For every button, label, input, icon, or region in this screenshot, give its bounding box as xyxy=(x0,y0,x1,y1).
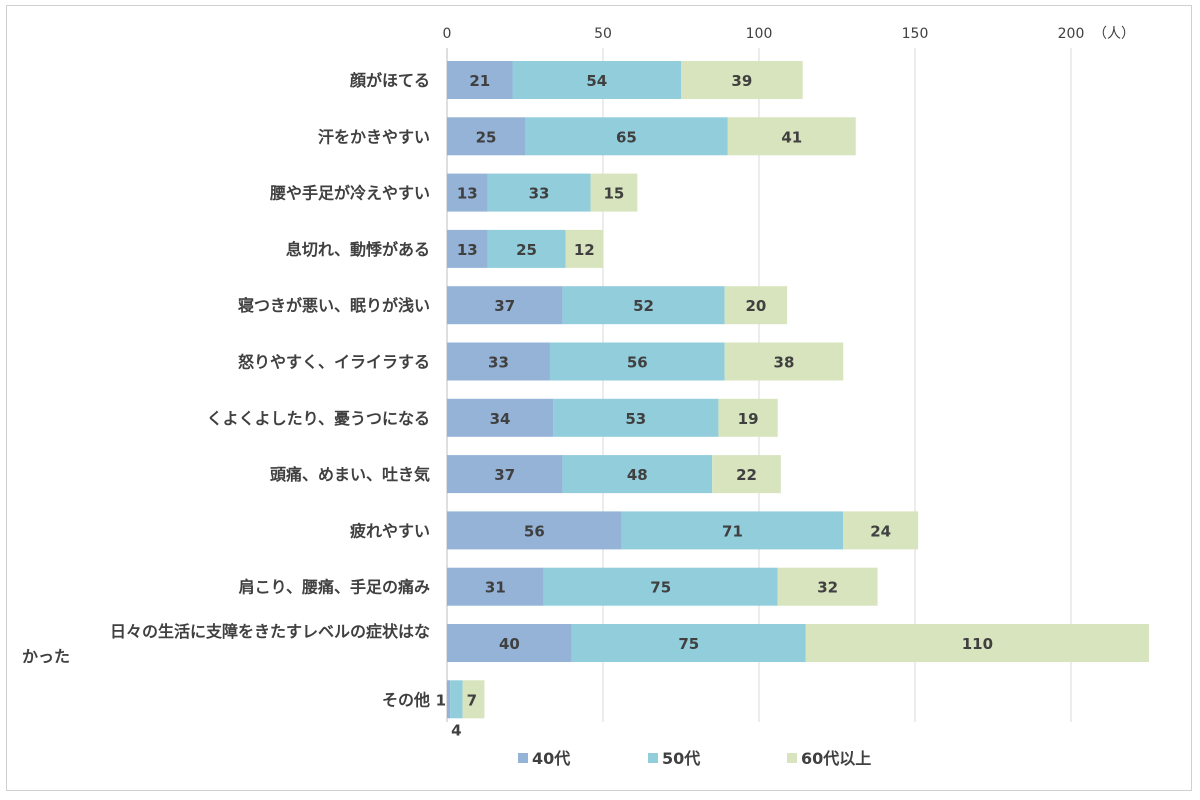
data-label: 21 xyxy=(469,72,490,90)
bar-60s-plus xyxy=(462,680,485,719)
data-label: 75 xyxy=(678,635,699,653)
bar-50s xyxy=(549,342,725,381)
data-label: 22 xyxy=(736,466,757,484)
bar-50s xyxy=(553,398,719,437)
bar-50s xyxy=(487,173,591,212)
data-label: 41 xyxy=(781,128,802,146)
bar-50s xyxy=(621,511,844,550)
category-label: 汗をかきやすい xyxy=(318,127,430,146)
bar-40s xyxy=(447,398,554,437)
data-label: 56 xyxy=(524,522,545,540)
x-tick-label: 50 xyxy=(594,26,612,42)
data-label: 52 xyxy=(633,297,654,315)
data-label: 25 xyxy=(516,241,537,259)
category-label: 怒りやすく、イライラする xyxy=(238,353,430,372)
bar-60s-plus xyxy=(712,455,781,494)
data-label: 110 xyxy=(962,635,993,653)
data-label: 39 xyxy=(731,72,752,90)
bar-60s-plus xyxy=(590,173,638,212)
bar-50s xyxy=(450,680,463,719)
data-label: 37 xyxy=(494,466,515,484)
bar-40s xyxy=(447,342,550,381)
bar-50s xyxy=(543,567,778,606)
data-label: 13 xyxy=(457,241,478,259)
data-label: 38 xyxy=(774,354,795,372)
data-label: 75 xyxy=(650,579,671,597)
x-tick-label: 0 xyxy=(443,26,452,42)
category-label: 疲れやすい xyxy=(350,521,430,540)
bar-50s xyxy=(562,286,725,325)
data-label: 4 xyxy=(451,721,461,739)
data-label: 31 xyxy=(485,579,506,597)
legend-label: 50代 xyxy=(662,749,700,768)
bar-40s xyxy=(447,680,451,719)
data-label: 65 xyxy=(616,128,637,146)
bar-60s-plus xyxy=(724,286,788,325)
bar-50s xyxy=(487,229,566,268)
bar-60s-plus xyxy=(718,398,778,437)
category-label: 顔がほてる xyxy=(349,71,430,90)
bar-60s-plus xyxy=(724,342,844,381)
category-label-cont: かった xyxy=(22,647,70,666)
data-label: 34 xyxy=(490,410,511,428)
data-label: 20 xyxy=(745,297,766,315)
data-label: 12 xyxy=(574,241,595,259)
unit-label: （人） xyxy=(1093,26,1135,42)
bar-40s xyxy=(447,117,525,156)
bar-40s xyxy=(447,61,513,99)
data-label: 71 xyxy=(722,522,743,540)
legend-swatch xyxy=(518,753,528,763)
x-tick-label: 100 xyxy=(746,26,773,42)
data-label: 54 xyxy=(586,72,607,90)
data-label: 32 xyxy=(817,579,838,597)
data-label: 33 xyxy=(529,185,550,203)
category-label: 腰や手足が冷えやすい xyxy=(270,184,430,203)
data-label: 40 xyxy=(499,635,520,653)
data-label: 24 xyxy=(870,522,891,540)
category-label: 息切れ、動悸がある xyxy=(286,240,430,259)
data-label: 13 xyxy=(457,185,478,203)
category-label: 日々の生活に支障をきたすレベルの症状はな xyxy=(110,622,430,641)
data-label: 53 xyxy=(625,410,646,428)
data-label: 37 xyxy=(494,297,515,315)
x-tick-label: 200 xyxy=(1058,26,1085,42)
bar-60s-plus xyxy=(727,117,856,156)
legend-label: 40代 xyxy=(532,749,570,768)
bar-50s xyxy=(512,61,681,99)
data-label: 19 xyxy=(738,410,759,428)
data-label: 15 xyxy=(603,185,624,203)
legend-swatch xyxy=(787,753,797,763)
data-label: 56 xyxy=(627,354,648,372)
category-label: 肩こり、腰痛、手足の痛み xyxy=(239,578,430,597)
bar-60s-plus xyxy=(843,511,919,550)
data-label: 33 xyxy=(488,354,509,372)
bar-50s xyxy=(562,455,713,494)
category-label: 頭痛、めまい、吐き気 xyxy=(270,465,430,484)
data-label: 25 xyxy=(476,128,497,146)
bar-50s xyxy=(571,624,806,662)
data-label: 1 xyxy=(436,691,446,709)
bar-60s-plus xyxy=(777,567,878,606)
bar-40s xyxy=(447,567,544,606)
bar-50s xyxy=(525,117,728,156)
bar-40s xyxy=(447,511,622,550)
bar-60s-plus xyxy=(565,229,603,268)
bar-40s xyxy=(447,455,563,494)
data-label: 7 xyxy=(467,691,477,709)
data-label: 48 xyxy=(627,466,648,484)
category-label: その他 xyxy=(382,690,430,709)
bar-40s xyxy=(447,286,563,325)
category-label: くよくよしたり、憂うつになる xyxy=(207,409,430,428)
legend-label: 60代以上 xyxy=(801,749,871,768)
x-tick-label: 150 xyxy=(902,26,929,42)
bar-40s xyxy=(447,173,488,212)
bar-40s xyxy=(447,624,572,662)
legend-swatch xyxy=(648,753,658,763)
bar-60s-plus xyxy=(681,61,803,99)
category-label: 寝つきが悪い、眠りが浅い xyxy=(238,296,430,315)
bar-60s-plus xyxy=(805,624,1149,662)
bar-40s xyxy=(447,229,488,268)
